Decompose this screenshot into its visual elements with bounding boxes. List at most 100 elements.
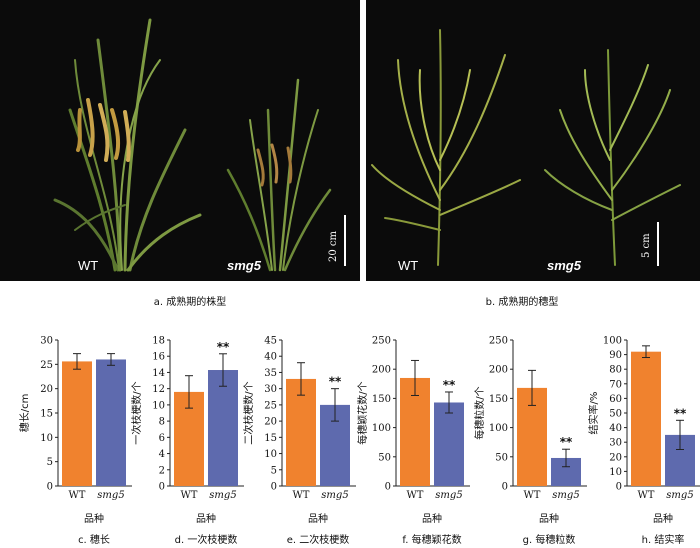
y-tick-label-h: 50 <box>609 409 622 420</box>
y-tick-label-c: 5 <box>47 457 53 468</box>
significance-mark-f: ** <box>443 378 456 392</box>
chart-panel-h: 0 10 20 30 40 50 60 70 80 90 100 结实率/% WT ** smg5 品种 h. … <box>587 336 700 546</box>
x-axis-label-c: 品种 <box>84 512 104 525</box>
caption-g: g. 每穗粒数 <box>523 533 576 546</box>
category-label-h: WT <box>638 490 655 501</box>
y-tick-label-e: 45 <box>264 336 277 347</box>
category-label-h: smg5 <box>666 490 693 501</box>
chart-panel-f: 0 50 100 150 200 250 每穗颖花数/个 WT ** smg5 品种 f. 每穗颖花数 <box>356 336 470 546</box>
category-label-d: smg5 <box>209 490 236 501</box>
y-tick-label-h: 60 <box>609 394 622 405</box>
y-tick-label-f: 0 <box>385 482 391 493</box>
y-tick-label-d: 16 <box>152 352 165 363</box>
y-tick-label-d: 14 <box>152 368 165 379</box>
smg5-panicle-image <box>544 49 681 266</box>
y-tick-label-g: 150 <box>489 394 508 405</box>
y-tick-label-g: 100 <box>489 423 508 434</box>
y-tick-label-e: 40 <box>264 352 277 363</box>
y-tick-label-f: 50 <box>378 452 391 463</box>
y-tick-label-f: 250 <box>372 336 391 347</box>
caption-h: h. 结实率 <box>642 533 685 546</box>
chart-panel-g: 0 50 100 150 200 250 每穗粒数/个 WT ** smg5 品种 g. 每穗粒数 <box>473 336 587 546</box>
y-tick-label-c: 15 <box>40 409 53 420</box>
caption-e: e. 二次枝梗数 <box>287 533 350 546</box>
y-tick-label-e: 25 <box>264 400 277 411</box>
y-axis-label-e: 二次枝梗数/个 <box>242 381 255 444</box>
bar-d-smg5 <box>208 370 238 486</box>
y-tick-label-c: 10 <box>40 433 53 444</box>
x-axis-label-g: 品种 <box>539 512 559 525</box>
category-label-f: WT <box>407 490 424 501</box>
significance-mark-h: ** <box>674 406 687 420</box>
caption-b: b. 成熟期的穗型 <box>486 295 559 308</box>
y-axis-label-c: 穗长/cm <box>18 394 31 433</box>
y-tick-label-g: 50 <box>495 452 508 463</box>
y-axis-label-f: 每穗颖花数/个 <box>356 381 369 444</box>
category-label-f: smg5 <box>435 490 462 501</box>
y-tick-label-d: 4 <box>159 449 165 460</box>
y-tick-label-h: 20 <box>609 452 622 463</box>
y-tick-label-e: 35 <box>264 368 277 379</box>
y-tick-label-h: 70 <box>609 379 622 390</box>
y-tick-label-e: 0 <box>271 482 277 493</box>
y-axis-label-h: 结实率/% <box>587 392 600 435</box>
chart-panel-d: 0 2 4 6 8 10 12 14 16 18 一次枝梗数/个 WT ** smg5 品种 d. 一次枝梗数 <box>130 336 244 546</box>
category-label-g: WT <box>524 490 541 501</box>
smg5-plant-image <box>226 78 332 272</box>
x-axis-label-h: 品种 <box>653 512 673 525</box>
significance-mark-e: ** <box>329 375 342 389</box>
y-tick-label-h: 100 <box>603 336 622 347</box>
photo-a-label-wt: WT <box>78 258 98 273</box>
chart-panel-c: 0 5 10 15 20 25 30 穗长/cm WT smg5 品种 c. 穗长 <box>18 336 132 546</box>
wt-plant-image <box>53 18 202 272</box>
chart-panel-e: 0 5 10 15 20 25 30 35 40 45 二次枝梗数/个 WT ** smg5 品种 e. 二次… <box>242 336 356 546</box>
y-tick-label-f: 150 <box>372 394 391 405</box>
y-tick-label-d: 12 <box>152 384 165 395</box>
photo-b-label-smg5: smg5 <box>547 258 582 273</box>
photo-a-scale-label: 20 cm <box>328 230 339 262</box>
caption-d: d. 一次枝梗数 <box>175 533 238 546</box>
bar-c-smg5 <box>96 359 126 486</box>
caption-a: a. 成熟期的株型 <box>154 295 227 308</box>
y-tick-label-d: 18 <box>152 336 165 347</box>
y-tick-label-c: 25 <box>40 360 53 371</box>
y-tick-label-e: 15 <box>264 433 277 444</box>
y-axis-label-d: 一次枝梗数/个 <box>130 381 143 444</box>
x-axis-label-e: 品种 <box>308 512 328 525</box>
photo-a-plants: WT smg5 20 cm <box>0 0 360 281</box>
y-tick-label-g: 0 <box>502 482 508 493</box>
photo-b-scale-label: 5 cm <box>641 233 652 258</box>
wt-panicle-image <box>371 29 521 266</box>
x-axis-label-d: 品种 <box>196 512 216 525</box>
x-axis-label-f: 品种 <box>422 512 442 525</box>
bar-e-wt <box>286 378 316 486</box>
y-tick-label-h: 80 <box>609 365 622 376</box>
caption-c: c. 穗长 <box>78 533 110 546</box>
y-tick-label-e: 30 <box>264 384 277 395</box>
y-tick-label-h: 40 <box>609 423 622 434</box>
significance-mark-d: ** <box>217 340 230 354</box>
significance-mark-g: ** <box>560 435 573 449</box>
category-label-e: smg5 <box>321 490 348 501</box>
photo-b-label-wt: WT <box>398 258 418 273</box>
category-label-c: smg5 <box>97 490 124 501</box>
y-tick-label-c: 30 <box>40 336 53 347</box>
category-label-e: WT <box>293 490 310 501</box>
y-tick-label-c: 20 <box>40 384 53 395</box>
y-tick-label-d: 6 <box>159 433 165 444</box>
y-tick-label-h: 90 <box>609 350 622 361</box>
y-tick-label-h: 0 <box>616 482 622 493</box>
y-tick-label-h: 10 <box>609 467 622 478</box>
y-tick-label-d: 10 <box>152 400 165 411</box>
bar-f-smg5 <box>434 402 464 486</box>
category-label-c: WT <box>69 490 86 501</box>
y-tick-label-f: 100 <box>372 423 391 434</box>
y-tick-label-e: 20 <box>264 417 277 428</box>
category-label-d: WT <box>181 490 198 501</box>
caption-f: f. 每穗颖花数 <box>402 533 461 546</box>
photo-b-background <box>366 0 700 281</box>
category-label-g: smg5 <box>552 490 579 501</box>
y-tick-label-d: 0 <box>159 482 165 493</box>
photo-a-label-smg5: smg5 <box>227 258 262 273</box>
